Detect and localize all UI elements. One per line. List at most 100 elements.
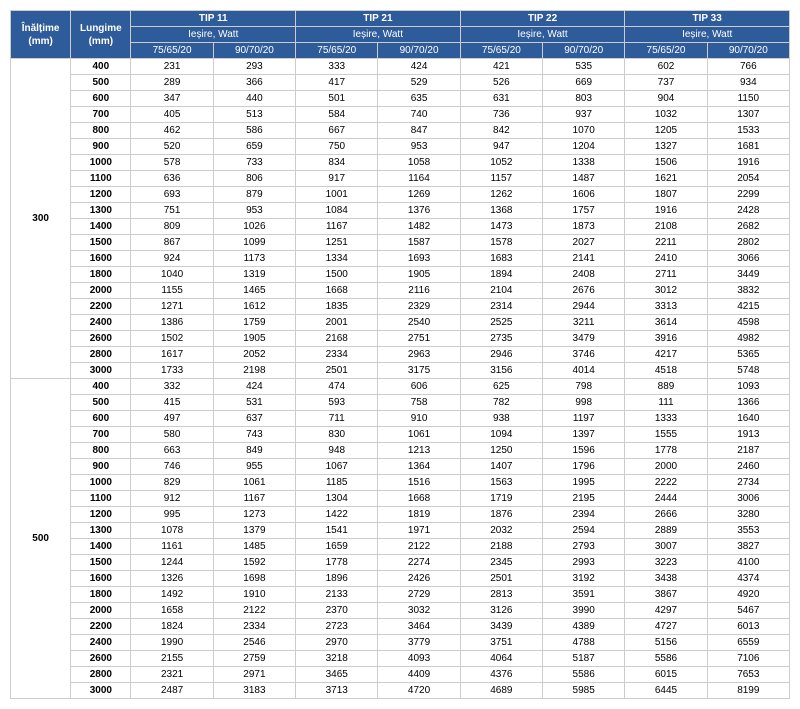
- data-cell: 2000: [625, 459, 707, 475]
- data-cell: 663: [131, 443, 213, 459]
- data-cell: 3012: [625, 283, 707, 299]
- data-cell: 867: [131, 235, 213, 251]
- data-cell: 3465: [296, 667, 378, 683]
- data-cell: 2032: [460, 523, 542, 539]
- data-cell: 2993: [543, 555, 625, 571]
- data-cell: 6015: [625, 667, 707, 683]
- data-cell: 2540: [378, 315, 460, 331]
- data-cell: 1835: [296, 299, 378, 315]
- data-cell: 1465: [213, 283, 295, 299]
- data-cell: 1067: [296, 459, 378, 475]
- data-cell: 4100: [707, 555, 789, 571]
- length-cell: 600: [71, 91, 131, 107]
- data-cell: 1204: [543, 139, 625, 155]
- length-cell: 2000: [71, 283, 131, 299]
- data-cell: 1578: [460, 235, 542, 251]
- data-cell: 635: [378, 91, 460, 107]
- table-row: 12009951273142218191876239426663280: [11, 507, 790, 523]
- data-cell: 2188: [460, 539, 542, 555]
- data-cell: 1492: [131, 587, 213, 603]
- table-row: 15008671099125115871578202722112802: [11, 235, 790, 251]
- data-cell: 1262: [460, 187, 542, 203]
- data-cell: 2460: [707, 459, 789, 475]
- data-cell: 625: [460, 379, 542, 395]
- data-cell: 995: [131, 507, 213, 523]
- data-cell: 2525: [460, 315, 542, 331]
- table-row: 300017332198250131753156401445185748: [11, 363, 790, 379]
- data-cell: 1606: [543, 187, 625, 203]
- data-cell: 1099: [213, 235, 295, 251]
- data-cell: 2122: [378, 539, 460, 555]
- data-cell: 2314: [460, 299, 542, 315]
- data-cell: 4689: [460, 683, 542, 699]
- data-cell: 1473: [460, 219, 542, 235]
- sub-tip33: Ieșire, Watt: [625, 27, 790, 43]
- data-cell: 6445: [625, 683, 707, 699]
- data-cell: 2370: [296, 603, 378, 619]
- data-cell: 3867: [625, 587, 707, 603]
- data-cell: 1304: [296, 491, 378, 507]
- data-cell: 2734: [707, 475, 789, 491]
- data-cell: 1757: [543, 203, 625, 219]
- table-header: Înălțime (mm) Lungime (mm) TIP 11 TIP 21…: [11, 11, 790, 59]
- data-cell: 1366: [707, 395, 789, 411]
- data-cell: 1364: [378, 459, 460, 475]
- data-cell: 3990: [543, 603, 625, 619]
- height-cell: 500: [11, 379, 71, 699]
- data-cell: 2813: [460, 587, 542, 603]
- data-cell: 834: [296, 155, 378, 171]
- data-cell: 1563: [460, 475, 542, 491]
- data-cell: 2054: [707, 171, 789, 187]
- data-cell: 3192: [543, 571, 625, 587]
- data-cell: 2052: [213, 347, 295, 363]
- length-cell: 1600: [71, 251, 131, 267]
- col-height: Înălțime (mm): [11, 11, 71, 59]
- data-cell: 829: [131, 475, 213, 491]
- data-cell: 3223: [625, 555, 707, 571]
- length-cell: 1200: [71, 187, 131, 203]
- data-cell: 531: [213, 395, 295, 411]
- data-cell: 7653: [707, 667, 789, 683]
- data-cell: 578: [131, 155, 213, 171]
- table-row: 16009241173133416931683214124103066: [11, 251, 790, 267]
- table-row: 150012441592177822742345299332234100: [11, 555, 790, 571]
- data-cell: 2408: [543, 267, 625, 283]
- height-cell: 300: [11, 59, 71, 379]
- data-cell: 955: [213, 459, 295, 475]
- data-cell: 1587: [378, 235, 460, 251]
- data-cell: 4374: [707, 571, 789, 587]
- data-cell: 1061: [378, 427, 460, 443]
- data-cell: 1916: [625, 203, 707, 219]
- data-cell: 2410: [625, 251, 707, 267]
- data-cell: 947: [460, 139, 542, 155]
- data-cell: 1516: [378, 475, 460, 491]
- length-cell: 1800: [71, 587, 131, 603]
- data-cell: 2334: [296, 347, 378, 363]
- data-cell: 2108: [625, 219, 707, 235]
- data-cell: 1251: [296, 235, 378, 251]
- table-body: 3004002312933334244215356027665002893664…: [11, 59, 790, 699]
- data-cell: 937: [543, 107, 625, 123]
- data-cell: 1058: [378, 155, 460, 171]
- data-cell: 347: [131, 91, 213, 107]
- data-cell: 4389: [543, 619, 625, 635]
- length-cell: 500: [71, 75, 131, 91]
- data-cell: 421: [460, 59, 542, 75]
- data-cell: 4409: [378, 667, 460, 683]
- col-temp: 75/65/20: [460, 43, 542, 59]
- table-row: 1200693879100112691262160618072299: [11, 187, 790, 203]
- data-cell: 2187: [707, 443, 789, 459]
- table-row: 80066384994812131250159617782187: [11, 443, 790, 459]
- data-cell: 5985: [543, 683, 625, 699]
- data-cell: 1150: [707, 91, 789, 107]
- data-cell: 693: [131, 187, 213, 203]
- length-cell: 2600: [71, 651, 131, 667]
- data-cell: 1719: [460, 491, 542, 507]
- data-cell: 782: [460, 395, 542, 411]
- data-cell: 332: [131, 379, 213, 395]
- data-cell: 5156: [625, 635, 707, 651]
- length-cell: 1400: [71, 219, 131, 235]
- data-cell: 803: [543, 91, 625, 107]
- data-cell: 3280: [707, 507, 789, 523]
- data-cell: 938: [460, 411, 542, 427]
